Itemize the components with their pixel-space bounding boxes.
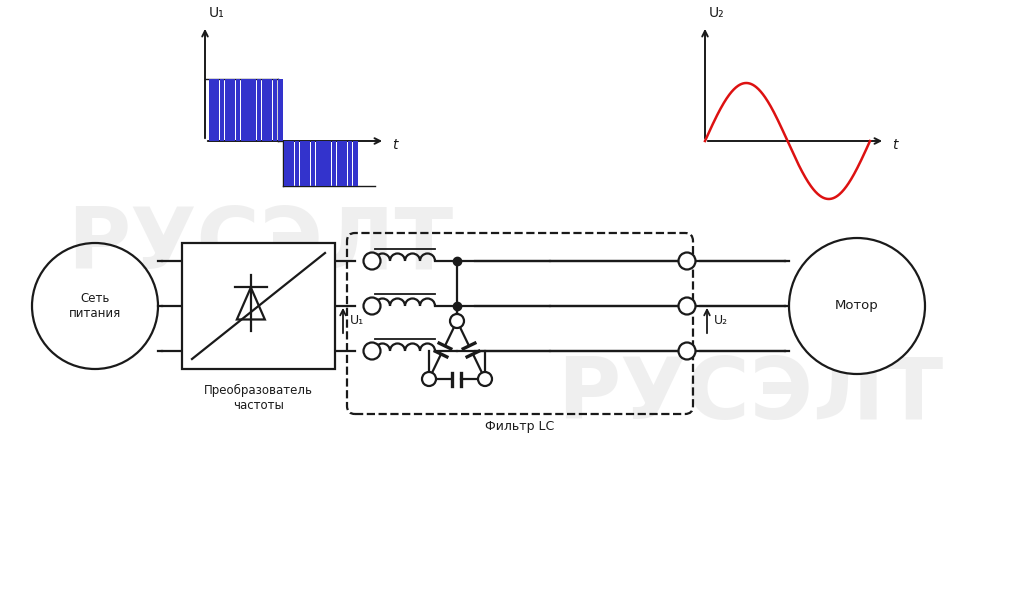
Bar: [257, 79, 261, 141]
Bar: [278, 79, 283, 141]
Bar: [353, 141, 357, 186]
Text: t: t: [392, 138, 397, 152]
Text: Мотор: Мотор: [836, 300, 879, 312]
Bar: [241, 79, 246, 141]
Circle shape: [679, 343, 695, 359]
Bar: [342, 141, 347, 186]
Bar: [225, 79, 229, 141]
Bar: [272, 79, 278, 141]
Text: РУСЭЛТ: РУСЭЛТ: [67, 204, 454, 287]
Text: t: t: [892, 138, 897, 152]
Bar: [332, 141, 337, 186]
Circle shape: [364, 297, 381, 315]
Bar: [290, 141, 294, 186]
Bar: [209, 79, 214, 141]
Bar: [305, 141, 310, 186]
Bar: [214, 79, 219, 141]
Bar: [295, 141, 299, 186]
Circle shape: [450, 314, 464, 328]
Bar: [246, 79, 251, 141]
Text: U₂: U₂: [714, 315, 728, 327]
Circle shape: [364, 253, 381, 269]
Bar: [327, 141, 331, 186]
Bar: [230, 79, 234, 141]
Text: U₁: U₁: [209, 6, 224, 20]
Text: Сеть
питания: Сеть питания: [69, 292, 121, 320]
Bar: [252, 79, 256, 141]
Circle shape: [478, 372, 492, 386]
Bar: [300, 141, 304, 186]
Text: Фильтр LC: Фильтр LC: [485, 420, 555, 433]
Text: U₂: U₂: [709, 6, 725, 20]
Bar: [219, 79, 224, 141]
Circle shape: [679, 253, 695, 269]
Bar: [315, 141, 321, 186]
Bar: [236, 79, 241, 141]
Circle shape: [422, 372, 436, 386]
Bar: [182, 243, 335, 369]
Bar: [284, 141, 289, 186]
Text: РУСЭЛТ: РУСЭЛТ: [557, 355, 943, 437]
Bar: [322, 141, 326, 186]
Bar: [347, 141, 352, 186]
Text: U₁: U₁: [350, 315, 365, 327]
Circle shape: [790, 238, 925, 374]
Bar: [267, 79, 272, 141]
Bar: [337, 141, 342, 186]
Circle shape: [679, 297, 695, 315]
Circle shape: [364, 343, 381, 359]
Text: Преобразователь
частоты: Преобразователь частоты: [204, 384, 313, 412]
Bar: [262, 79, 266, 141]
Bar: [310, 141, 315, 186]
